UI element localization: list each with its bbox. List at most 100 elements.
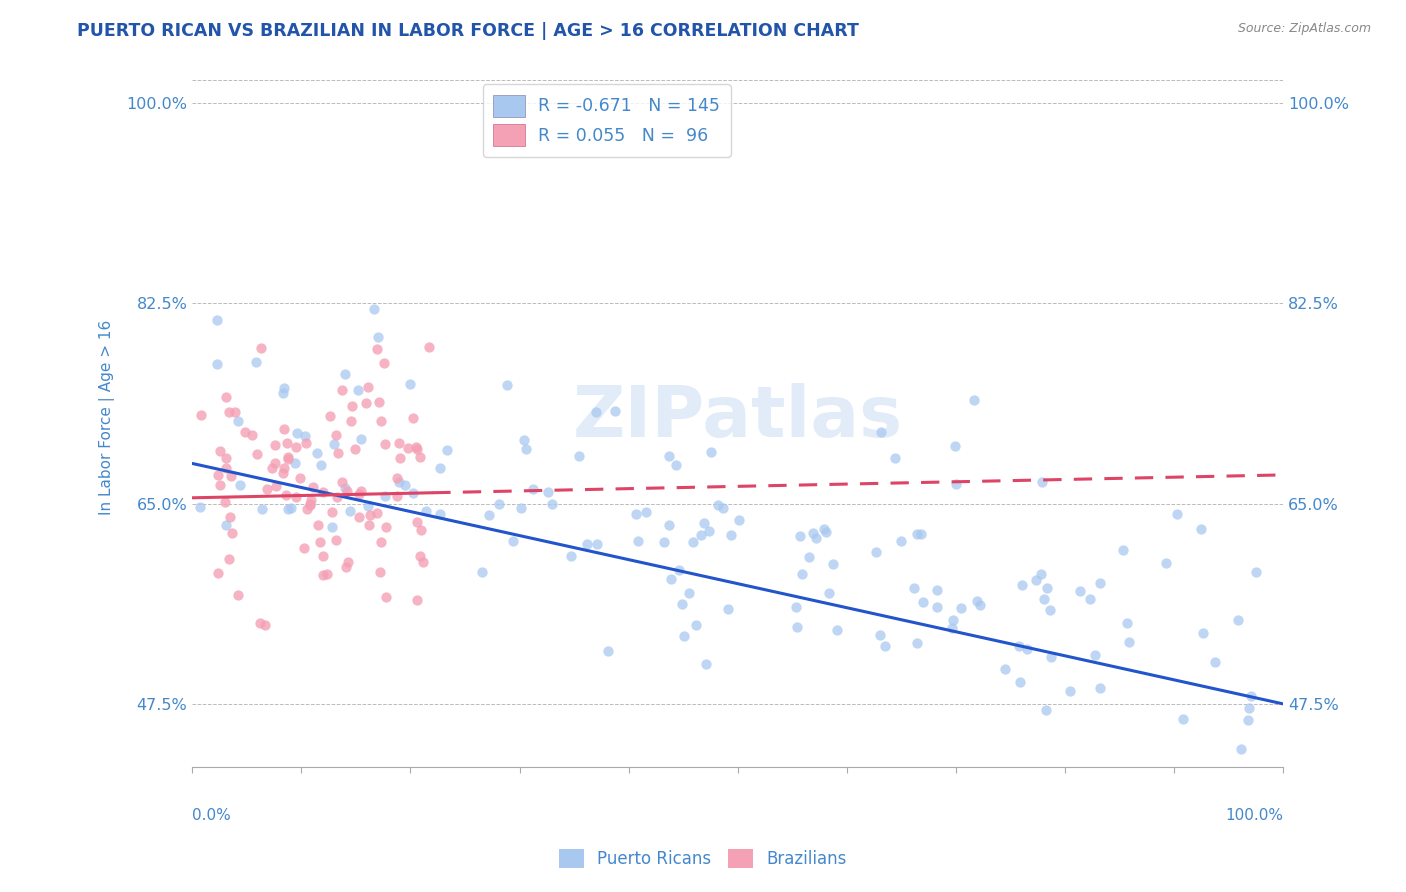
Point	[471, 566, 494, 580]
Point	[797, 549, 820, 564]
Point	[209, 443, 232, 458]
Point	[406, 442, 429, 456]
Point	[682, 534, 704, 549]
Point	[218, 404, 240, 418]
Point	[1118, 634, 1140, 648]
Point	[256, 482, 278, 496]
Point	[298, 498, 321, 512]
Point	[347, 510, 370, 524]
Point	[869, 628, 891, 642]
Point	[910, 527, 932, 541]
Point	[368, 394, 391, 409]
Point	[263, 456, 285, 470]
Point	[568, 449, 591, 463]
Point	[219, 469, 242, 483]
Point	[905, 636, 928, 650]
Point	[634, 505, 657, 519]
Point	[804, 531, 827, 545]
Point	[405, 440, 427, 454]
Text: 100.0%: 100.0%	[1225, 808, 1282, 823]
Point	[727, 513, 749, 527]
Point	[226, 414, 249, 428]
Point	[716, 601, 738, 615]
Point	[1156, 556, 1178, 570]
Point	[309, 458, 332, 473]
Text: 0.0%: 0.0%	[193, 808, 231, 823]
Point	[245, 354, 267, 368]
Point	[690, 528, 713, 542]
Point	[323, 436, 346, 450]
Point	[624, 508, 647, 522]
Point	[1008, 674, 1031, 689]
Point	[825, 623, 848, 637]
Point	[575, 537, 598, 551]
Point	[1226, 613, 1249, 627]
Point	[276, 436, 298, 450]
Point	[374, 489, 396, 503]
Point	[801, 525, 824, 540]
Legend: R = -0.671   N = 145, R = 0.055   N =  96: R = -0.671 N = 145, R = 0.055 N = 96	[482, 84, 731, 157]
Point	[335, 559, 357, 574]
Point	[190, 500, 212, 514]
Point	[274, 488, 297, 502]
Point	[388, 436, 411, 450]
Point	[388, 475, 411, 489]
Point	[1246, 565, 1268, 579]
Point	[240, 427, 263, 442]
Point	[344, 442, 367, 456]
Point	[307, 446, 329, 460]
Point	[537, 485, 560, 500]
Point	[347, 487, 370, 501]
Point	[1031, 475, 1053, 489]
Point	[1035, 703, 1057, 717]
Point	[1036, 582, 1059, 596]
Point	[1015, 642, 1038, 657]
Point	[370, 414, 392, 428]
Point	[941, 620, 963, 634]
Point	[224, 405, 246, 419]
Point	[328, 446, 350, 460]
Point	[488, 497, 510, 511]
Point	[1112, 543, 1135, 558]
Point	[1236, 713, 1258, 727]
Point	[302, 480, 325, 494]
Point	[1039, 650, 1062, 665]
Point	[250, 502, 273, 516]
Point	[792, 566, 814, 581]
Point	[401, 411, 423, 425]
Point	[907, 526, 929, 541]
Point	[1189, 522, 1212, 536]
Point	[429, 461, 451, 475]
Point	[295, 502, 318, 516]
Point	[284, 490, 307, 504]
Point	[396, 441, 419, 455]
Point	[292, 541, 315, 555]
Point	[1088, 681, 1111, 695]
Point	[370, 534, 392, 549]
Point	[359, 508, 381, 522]
Point	[277, 452, 299, 467]
Point	[627, 534, 650, 549]
Point	[510, 501, 533, 516]
Point	[340, 414, 363, 428]
Point	[399, 376, 422, 391]
Point	[1059, 684, 1081, 698]
Point	[280, 500, 302, 515]
Point	[221, 525, 243, 540]
Point	[254, 617, 277, 632]
Point	[925, 582, 948, 597]
Point	[418, 340, 440, 354]
Text: ZIPatlas: ZIPatlas	[572, 384, 903, 452]
Point	[818, 586, 841, 600]
Point	[287, 426, 309, 441]
Point	[1084, 648, 1107, 662]
Point	[502, 533, 524, 548]
Point	[697, 524, 720, 538]
Point	[363, 302, 385, 317]
Point	[1173, 712, 1195, 726]
Point	[214, 451, 236, 466]
Y-axis label: In Labor Force | Age > 16: In Labor Force | Age > 16	[100, 320, 115, 516]
Point	[911, 595, 934, 609]
Point	[658, 517, 681, 532]
Point	[312, 549, 335, 564]
